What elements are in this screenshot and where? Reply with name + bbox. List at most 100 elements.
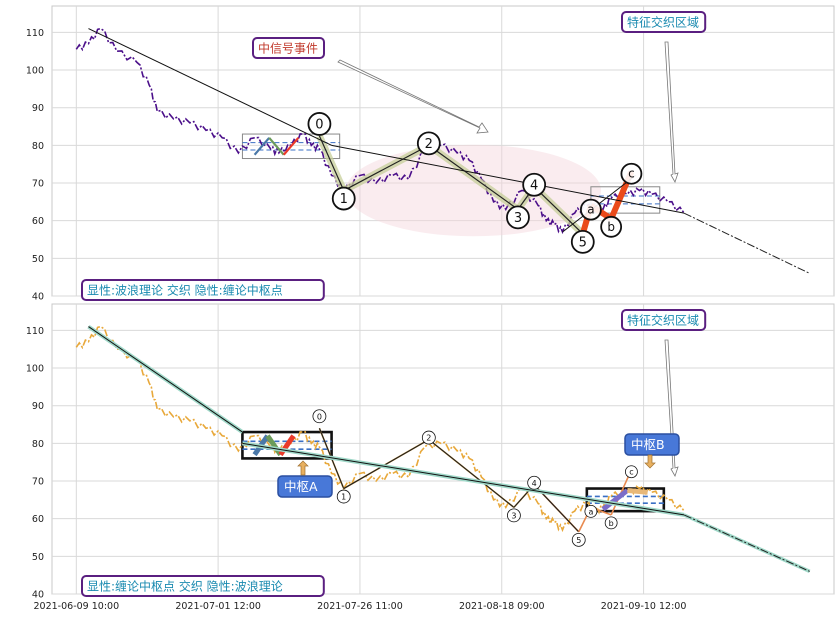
wave-point-label: 0 — [317, 412, 322, 421]
feature-ellipse — [345, 144, 602, 237]
wave-segment-line — [428, 144, 519, 210]
wave-point-label: 3 — [514, 211, 522, 226]
wave-point-marker — [421, 430, 436, 445]
x-tick-label: 2021-06-09 10:00 — [34, 601, 120, 612]
trend-line — [331, 144, 685, 214]
wave-point-marker — [416, 131, 441, 156]
wave-point-marker — [570, 229, 595, 254]
y-tick-label: 60 — [32, 216, 44, 227]
trend-line — [88, 28, 332, 146]
wave-point-marker — [336, 489, 351, 504]
zhongshu-zigzag — [627, 487, 648, 495]
wave-segment-line — [343, 439, 430, 490]
x-tick-label: 2021-08-18 09:00 — [459, 601, 545, 612]
zhongshu-zigzag — [282, 137, 300, 156]
abc-point-marker — [604, 516, 618, 530]
wave-point-marker — [312, 409, 327, 424]
wave-segment-line — [318, 135, 345, 191]
feature-zone-label-box — [621, 11, 707, 33]
wave-point-marker — [331, 186, 356, 211]
abc-point-label: c — [629, 468, 633, 477]
y-tick-label: 70 — [32, 179, 44, 190]
abc-point-label: a — [588, 507, 593, 516]
y-tick-label: 110 — [26, 28, 44, 39]
abc-point-marker — [584, 504, 598, 518]
y-tick-label: 40 — [32, 292, 44, 303]
y-tick-label: 80 — [32, 141, 44, 152]
explicit-implicit-label: 显性:缠论中枢点 交织 隐性:波浪理论 — [87, 579, 283, 594]
y-tick-label: 50 — [32, 254, 44, 265]
y-tick-label: 60 — [32, 514, 44, 525]
x-tick-label: 2021-07-01 12:00 — [175, 601, 261, 612]
zhongshu-zigzag — [253, 137, 271, 156]
projection-line — [683, 212, 810, 274]
feature-zone-arrow — [664, 339, 679, 477]
feature-zone-label: 特征交织区域 — [627, 313, 699, 328]
wave-point-label: 3 — [511, 511, 516, 520]
abc-point-label: c — [628, 167, 635, 181]
mid-signal-label-box — [252, 37, 325, 59]
zhongshu-arrow — [297, 460, 309, 476]
x-tick-label: 2021-07-26 11:00 — [317, 601, 403, 612]
explicit-implicit-label-box — [81, 279, 325, 301]
plot-frame — [51, 303, 835, 595]
abc-point-label: b — [607, 220, 615, 234]
y-tick-label: 50 — [32, 552, 44, 563]
trend-line — [88, 326, 243, 433]
abc-point-label: b — [609, 519, 614, 528]
wave-point-label: 2 — [425, 137, 433, 152]
y-tick-label: 90 — [32, 401, 44, 412]
wave-segment-line — [428, 439, 515, 508]
zhongshu-zigzag — [265, 434, 283, 457]
projection-line — [683, 514, 810, 572]
zhongshu-label: 中枢B — [631, 437, 665, 452]
y-tick-label: 100 — [26, 66, 44, 77]
wave-point-label: 5 — [576, 536, 581, 545]
wave-point-label: 1 — [341, 493, 346, 502]
zhongshu-label: 中枢A — [284, 479, 318, 494]
wave-point-label: 0 — [315, 117, 323, 132]
wave-point-marker — [571, 532, 586, 547]
wave-point-label: 4 — [530, 178, 538, 193]
feature-zone-label-box — [621, 309, 707, 331]
y-tick-label: 100 — [26, 364, 44, 375]
feature-zone-label: 特征交织区域 — [627, 15, 699, 30]
zhongshu-zigzag — [601, 488, 629, 512]
x-tick-label: 2021-09-10 12:00 — [601, 601, 687, 612]
wave-point-label: 1 — [340, 192, 348, 207]
trend-line — [242, 442, 685, 516]
wave-point-label: 2 — [426, 434, 431, 443]
wave-point-marker — [527, 475, 542, 490]
abc-point-marker — [620, 162, 643, 185]
wave-segment-line — [343, 144, 430, 192]
panel-top: 40 50 60 70 80 90 100 110 0 1 2 3 4 5 ab c 中信号事件 特征交织区域显性… — [26, 5, 835, 303]
y-tick-label: 110 — [26, 326, 44, 337]
y-tick-label: 70 — [32, 477, 44, 488]
abc-point-marker — [600, 215, 623, 238]
feature-zone-arrow — [664, 41, 679, 183]
abc-point-marker — [625, 465, 638, 479]
y-tick-label: 90 — [32, 103, 44, 114]
y-tick-label: 80 — [32, 439, 44, 450]
zhongshu-label-box — [277, 475, 333, 498]
explicit-implicit-label: 显性:波浪理论 交织 隐性:缠论中枢点 — [87, 283, 283, 298]
signal-arrow — [337, 59, 489, 134]
mid-signal-label: 中信号事件 — [258, 41, 318, 56]
wave-point-marker — [307, 112, 332, 136]
explicit-implicit-label-box — [81, 575, 325, 597]
plot-frame — [51, 5, 835, 297]
zhongshu-zigzag — [268, 137, 285, 156]
wave-point-marker — [507, 508, 521, 523]
panel-bottom: 40 50 60 70 80 90 100 110 0 1 2 3 4 5 a b c 特征交织区域显性:缠论中枢… — [26, 303, 835, 601]
wave-point-marker — [506, 205, 530, 230]
zhongshu-arrow — [644, 454, 656, 469]
wave-point-label: 4 — [532, 479, 537, 488]
wave-point-marker — [522, 172, 547, 197]
wave-segment-line — [533, 186, 584, 235]
y-tick-label: 40 — [32, 590, 44, 601]
wave-point-label: 5 — [579, 235, 587, 250]
abc-point-marker — [579, 198, 602, 221]
abc-point-label: a — [587, 203, 594, 217]
